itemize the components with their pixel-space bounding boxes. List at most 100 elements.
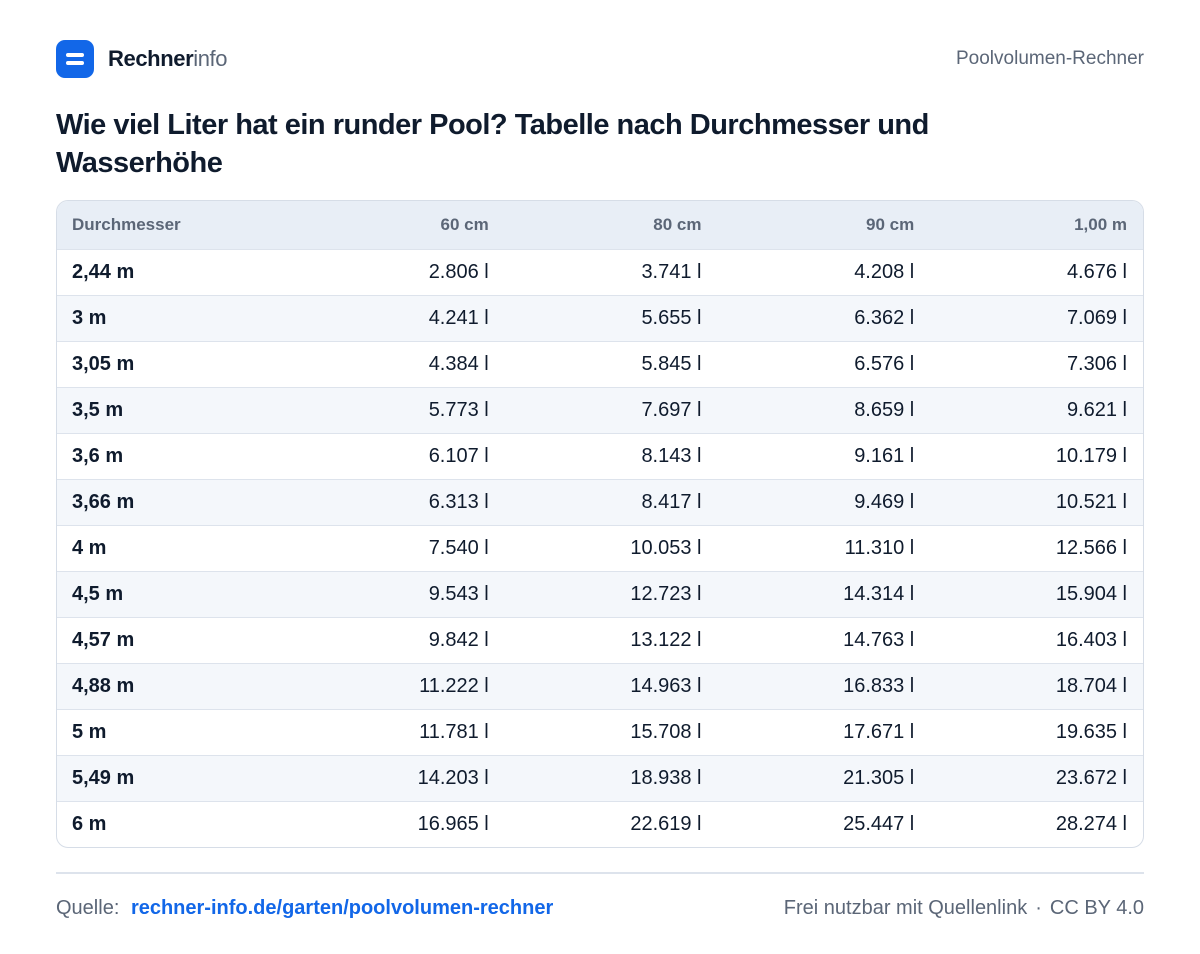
diameter-cell: 4,57 m <box>72 628 135 651</box>
table-row: 6 m 16.965 l 22.619 l 25.447 l 28.274 l <box>57 801 1143 847</box>
table-row: 5,49 m 14.203 l 18.938 l 21.305 l 23.672 l <box>57 755 1143 801</box>
volume-cell: 15.708 l <box>630 720 702 743</box>
volume-cell: 14.763 l <box>843 628 915 651</box>
volume-cell: 7.697 l <box>641 398 702 421</box>
volume-cell: 5.845 l <box>641 352 702 375</box>
brand-name-strong: Rechner <box>108 46 194 71</box>
volume-cell: 11.781 l <box>419 720 489 743</box>
calculator-name: Poolvolumen-Rechner <box>956 48 1144 69</box>
volume-cell: 16.965 l <box>417 812 489 835</box>
footer-divider <box>56 872 1144 874</box>
table-row: 2,44 m 2.806 l 3.741 l 4.208 l 4.676 l <box>57 249 1143 295</box>
brand-name: Rechnerinfo <box>108 40 228 78</box>
volume-cell: 5.655 l <box>641 306 702 329</box>
volume-cell: 7.306 l <box>1066 352 1127 375</box>
brand-logo[interactable]: Rechnerinfo <box>56 40 228 78</box>
volume-cell: 8.417 l <box>641 490 702 513</box>
table-row: 5 m 11.781 l 15.708 l 17.671 l 19.635 l <box>57 709 1143 755</box>
diameter-cell: 3,66 m <box>72 490 135 513</box>
column-header-height: 80 cm <box>653 214 702 234</box>
column-header-height: 90 cm <box>866 214 915 234</box>
volume-cell: 9.842 l <box>428 628 489 651</box>
column-header-height: 60 cm <box>440 214 489 234</box>
table-row: 4,5 m 9.543 l 12.723 l 14.314 l 15.904 l <box>57 571 1143 617</box>
volume-cell: 9.161 l <box>854 444 915 467</box>
volume-cell: 11.222 l <box>419 674 489 697</box>
volume-cell: 13.122 l <box>630 628 702 651</box>
diameter-cell: 2,44 m <box>72 260 135 283</box>
table-row: 4,57 m 9.842 l 13.122 l 14.763 l 16.403 l <box>57 617 1143 663</box>
volume-cell: 21.305 l <box>843 766 915 789</box>
volume-cell: 7.540 l <box>428 536 489 559</box>
source-link[interactable]: rechner-info.de/garten/poolvolumen-rechn… <box>130 897 554 919</box>
diameter-cell: 3,5 m <box>72 398 124 421</box>
volume-cell: 2.806 l <box>428 260 489 283</box>
source-label: Quelle: <box>56 897 120 919</box>
volume-cell: 12.566 l <box>1055 536 1127 559</box>
volume-cell: 9.543 l <box>428 582 489 605</box>
volume-cell: 23.672 l <box>1055 766 1127 789</box>
volume-cell: 4.384 l <box>428 352 489 375</box>
separator-dot: · <box>1035 897 1042 919</box>
volume-cell: 6.362 l <box>854 306 915 329</box>
diameter-cell: 3,6 m <box>72 444 124 467</box>
diameter-cell: 4,88 m <box>72 674 135 697</box>
license-info: Frei nutzbar mit Quellenlink · CC BY 4.0 <box>784 897 1144 920</box>
volume-cell: 8.143 l <box>641 444 702 467</box>
volume-cell: 12.723 l <box>630 582 702 605</box>
column-header-diameter: Durchmesser <box>72 214 181 234</box>
volume-cell: 4.208 l <box>854 260 915 283</box>
volume-cell: 6.576 l <box>854 352 915 375</box>
volume-cell: 25.447 l <box>843 812 915 835</box>
table-row: 3,5 m 5.773 l 7.697 l 8.659 l 9.621 l <box>57 387 1143 433</box>
license-name: CC BY 4.0 <box>1049 897 1144 919</box>
table-header-row: Durchmesser 60 cm 80 cm 90 cm 1,00 m <box>57 201 1143 249</box>
page-header: Rechnerinfo Poolvolumen-Rechner <box>56 40 1144 78</box>
volume-cell: 7.069 l <box>1066 306 1127 329</box>
volume-cell: 4.676 l <box>1066 260 1127 283</box>
volume-cell: 6.313 l <box>428 490 489 513</box>
volume-cell: 19.635 l <box>1055 720 1127 743</box>
volume-cell: 3.741 l <box>641 260 702 283</box>
volume-cell: 11.310 l <box>844 536 915 559</box>
diameter-cell: 6 m <box>72 812 107 835</box>
volume-cell: 9.621 l <box>1066 398 1127 421</box>
volume-cell: 28.274 l <box>1055 812 1127 835</box>
table-row: 3,05 m 4.384 l 5.845 l 6.576 l 7.306 l <box>57 341 1143 387</box>
equals-logo-icon <box>56 40 94 78</box>
column-header-height: 1,00 m <box>1074 214 1127 234</box>
diameter-cell: 5 m <box>72 720 107 743</box>
source-info: Quelle: rechner-info.de/garten/poolvolum… <box>56 897 553 920</box>
table-row: 3,66 m 6.313 l 8.417 l 9.469 l 10.521 l <box>57 479 1143 525</box>
volume-cell: 9.469 l <box>854 490 915 513</box>
volume-cell: 18.938 l <box>630 766 702 789</box>
volume-cell: 8.659 l <box>854 398 915 421</box>
table-row: 3,6 m 6.107 l 8.143 l 9.161 l 10.179 l <box>57 433 1143 479</box>
volume-cell: 17.671 l <box>843 720 915 743</box>
volume-cell: 14.963 l <box>630 674 702 697</box>
license-text: Frei nutzbar mit Quellenlink <box>783 897 1028 919</box>
volume-cell: 10.179 l <box>1055 444 1127 467</box>
table-body: 2,44 m 2.806 l 3.741 l 4.208 l 4.676 l 3 m 4.2… <box>57 249 1143 847</box>
diameter-cell: 4,5 m <box>72 582 124 605</box>
volume-cell: 10.521 l <box>1055 490 1127 513</box>
volume-cell: 4.241 l <box>428 306 489 329</box>
volume-cell: 22.619 l <box>630 812 702 835</box>
volume-cell: 16.833 l <box>843 674 915 697</box>
brand-name-light: info <box>193 46 228 71</box>
volume-cell: 16.403 l <box>1055 628 1127 651</box>
table-row: 4 m 7.540 l 10.053 l 11.310 l 12.566 l <box>57 525 1143 571</box>
diameter-cell: 4 m <box>72 536 107 559</box>
volume-cell: 6.107 l <box>428 444 489 467</box>
volume-cell: 10.053 l <box>630 536 702 559</box>
volume-cell: 14.203 l <box>417 766 489 789</box>
table-row: 4,88 m 11.222 l 14.963 l 16.833 l 18.704 l <box>57 663 1143 709</box>
diameter-cell: 3 m <box>72 306 107 329</box>
page-footer: Quelle: rechner-info.de/garten/poolvolum… <box>56 897 1144 927</box>
diameter-cell: 5,49 m <box>72 766 135 789</box>
volume-cell: 5.773 l <box>428 398 489 421</box>
table-row: 3 m 4.241 l 5.655 l 6.362 l 7.069 l <box>57 295 1143 341</box>
page-title: Wie viel Liter hat ein runder Pool? Tabe… <box>56 109 929 179</box>
volume-cell: 14.314 l <box>843 582 915 605</box>
